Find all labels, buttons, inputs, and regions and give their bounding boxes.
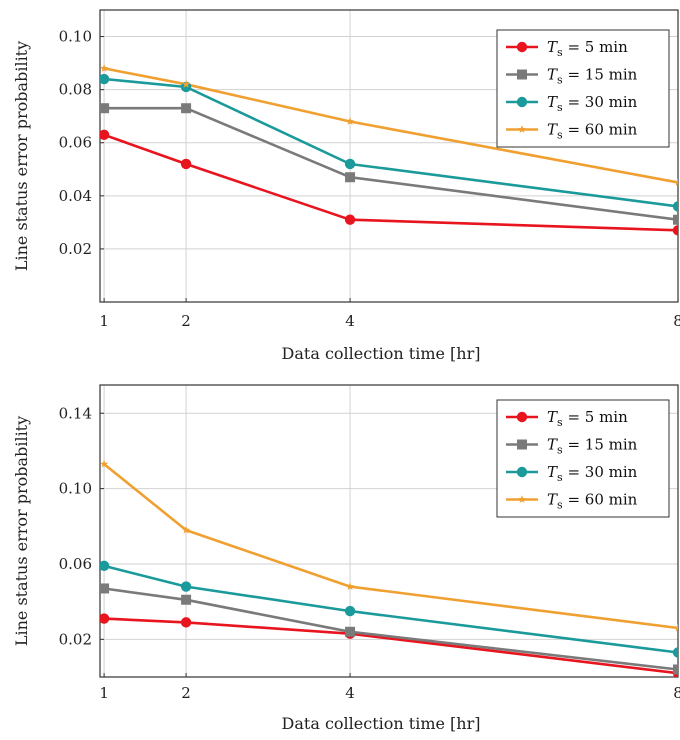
data-point xyxy=(180,617,192,628)
x-tick-label: 8 xyxy=(673,312,680,330)
data-point xyxy=(180,581,192,592)
y-tick-label: 0.02 xyxy=(59,630,92,648)
series-line xyxy=(104,617,678,675)
legend-label: Ts = 15 min xyxy=(547,436,638,457)
y-tick-label: 0.06 xyxy=(59,555,92,573)
y-tick-label: 0.14 xyxy=(59,404,92,422)
x-tick-label: 1 xyxy=(99,684,109,702)
data-point xyxy=(100,103,110,114)
legend-label: Ts = 15 min xyxy=(547,66,638,87)
data-point xyxy=(182,525,191,534)
data-point xyxy=(344,605,356,617)
x-tick-label: 4 xyxy=(345,684,355,702)
series-group xyxy=(100,459,678,677)
data-point xyxy=(100,459,109,468)
y-tick-label: 0.10 xyxy=(59,480,92,498)
data-point xyxy=(673,214,678,225)
y-tick-label: 0.08 xyxy=(59,81,92,99)
y-axis-label: Line status error probability xyxy=(12,416,31,646)
y-tick-label: 0.04 xyxy=(59,187,92,205)
x-tick-label: 2 xyxy=(181,312,191,330)
data-point xyxy=(672,225,678,236)
legend-marker xyxy=(517,439,527,450)
legend-marker xyxy=(516,411,528,423)
legend: Ts = 5 min Ts = 15 min Ts = 30 min Ts = 60 … xyxy=(496,399,670,518)
series-line xyxy=(103,587,678,671)
data-point xyxy=(180,81,192,93)
data-point xyxy=(674,623,678,632)
data-point xyxy=(100,129,110,140)
x-axis-label: Data collection time [hr] xyxy=(282,344,481,363)
data-point xyxy=(346,582,355,590)
data-point xyxy=(100,560,110,572)
data-point xyxy=(346,117,355,125)
data-point xyxy=(345,626,356,637)
legend-marker xyxy=(516,466,528,478)
legend: Ts = 5 min Ts = 15 min Ts = 30 min Ts = 60 … xyxy=(496,29,670,148)
legend-label: Ts = 5 min xyxy=(547,38,628,59)
data-point xyxy=(180,158,192,170)
series-line xyxy=(104,106,678,221)
data-point xyxy=(100,613,110,624)
series-line xyxy=(103,77,678,208)
x-axis-label: Data collection time [hr] xyxy=(282,714,481,733)
y-tick-label: 0.02 xyxy=(59,240,92,258)
series-group xyxy=(100,64,678,236)
data-point xyxy=(100,583,110,594)
data-point xyxy=(182,80,191,88)
series-line xyxy=(103,133,678,232)
data-point xyxy=(672,647,678,658)
legend-marker xyxy=(518,495,526,503)
data-point xyxy=(100,64,109,72)
data-point xyxy=(345,172,356,183)
legend-marker xyxy=(516,41,528,53)
plot-frame xyxy=(99,9,679,303)
chart-top: 1 2 4 8 0.02 0.04 0.06 0.08 0.10 Data collection … xyxy=(12,9,680,363)
x-tick-label: 1 xyxy=(99,312,109,330)
data-point xyxy=(344,158,356,170)
x-tick-label: 4 xyxy=(345,312,355,330)
series-line xyxy=(103,463,678,630)
legend-label: Ts = 30 min xyxy=(547,93,638,114)
x-tick-label: 2 xyxy=(181,684,191,702)
y-axis-label: Line status error probability xyxy=(12,41,31,271)
data-point xyxy=(344,214,356,225)
data-point xyxy=(673,664,678,675)
legend-marker xyxy=(516,96,528,108)
legend-marker xyxy=(518,125,526,133)
legend-marker xyxy=(517,69,527,80)
legend-label: Ts = 60 min xyxy=(547,491,638,512)
y-tick-label: 0.06 xyxy=(59,134,92,152)
legend-label: Ts = 60 min xyxy=(547,121,638,142)
series-line xyxy=(103,564,678,654)
legend-label: Ts = 30 min xyxy=(547,463,638,484)
x-tick-label: 8 xyxy=(673,684,680,702)
plot-frame xyxy=(99,384,679,678)
y-tick-label: 0.10 xyxy=(59,28,92,46)
data-point xyxy=(181,103,192,114)
data-point xyxy=(672,201,678,212)
data-point xyxy=(674,178,678,186)
legend-label: Ts = 5 min xyxy=(547,408,628,429)
series-line xyxy=(103,67,678,184)
chart-bottom: 1 2 4 8 0.02 0.06 0.10 0.14 Data collection time… xyxy=(12,384,680,733)
data-point xyxy=(181,594,192,605)
data-point xyxy=(100,73,110,85)
